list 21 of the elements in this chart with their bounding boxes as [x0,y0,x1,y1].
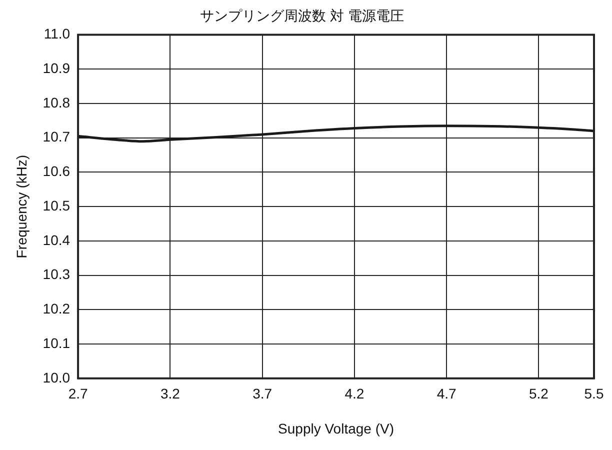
y-tick-label: 10.7 [42,128,70,145]
x-tick-label: 3.2 [160,386,180,402]
x-axis-title: Supply Voltage (V) [278,420,394,436]
y-tick-label: 10.8 [42,94,70,110]
y-tick-label: 10.0 [42,369,70,386]
x-tick-label: 2.7 [68,386,88,402]
x-tick-label: 5.5 [584,386,604,402]
y-tick-label: 10.2 [42,300,70,317]
x-tick-label: 4.2 [344,386,364,402]
x-tick-label: 5.2 [528,386,549,402]
y-axis-title: Frequency (kHz) [13,154,30,258]
x-tick-label: 4.7 [436,386,457,402]
y-tick-label: 10.6 [42,163,70,180]
y-tick-label: 11.0 [44,26,70,42]
x-tick-label: 3.7 [252,386,272,402]
y-tick-label: 10.4 [42,232,70,248]
y-tick-label: 10.1 [42,334,70,351]
chart-title: サンプリング周波数 対 電源電圧 [200,7,404,24]
y-tick-label: 10.5 [42,197,70,214]
y-tick-label: 10.3 [42,266,70,282]
y-tick-label: 10.9 [42,60,70,76]
